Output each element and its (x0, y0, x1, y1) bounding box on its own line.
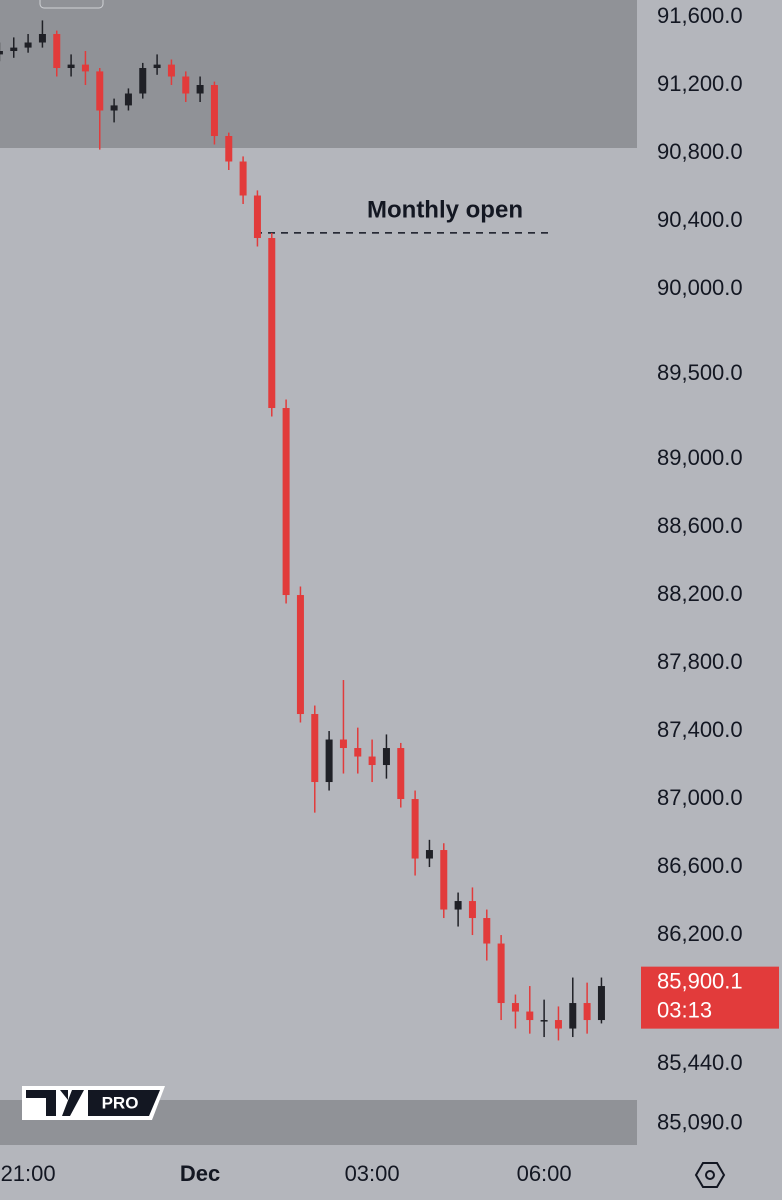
logo-pro-bg (88, 1090, 160, 1116)
candle-body (110, 105, 118, 111)
y-tick-label: 89,000.0 (657, 445, 743, 470)
top-button[interactable] (39, 0, 104, 9)
candle-body (268, 238, 276, 409)
y-tick-label: 89,500.0 (657, 360, 743, 385)
x-tick-label: Dec (180, 1161, 220, 1186)
candle-body (53, 34, 61, 69)
candle-body (96, 71, 104, 111)
candle-body (368, 756, 376, 766)
candle-body (38, 34, 46, 43)
y-tick-label: 87,800.0 (657, 649, 743, 674)
x-tick-label: 06:00 (517, 1161, 572, 1186)
candle-body (296, 595, 304, 715)
x-tick-label: 21:00 (1, 1161, 56, 1186)
candle-body (526, 1011, 534, 1021)
y-tick-label: 91,200.0 (657, 71, 743, 96)
y-tick-label: 86,200.0 (657, 921, 743, 946)
candle-body (139, 68, 147, 94)
candle-body (540, 1020, 548, 1022)
candle-body (167, 64, 175, 77)
y-tick-label: 90,400.0 (657, 207, 743, 232)
y-tick-label: 85,440.0 (657, 1050, 743, 1075)
candle-body (597, 986, 605, 1021)
candle-body (483, 918, 491, 944)
candle-body (325, 739, 333, 783)
y-tick-label: 87,400.0 (657, 717, 743, 742)
candle-body (554, 1020, 562, 1029)
logo: PRO (22, 1086, 165, 1120)
candle-body (468, 901, 476, 919)
candle-body (225, 136, 233, 162)
candle-body (81, 64, 89, 72)
logo-text: PRO (102, 1093, 139, 1112)
y-tick-label: 90,000.0 (657, 275, 743, 300)
candle-body (67, 64, 75, 69)
logo-mark (26, 1090, 84, 1116)
candle-body (282, 408, 290, 596)
candle-body (196, 85, 204, 94)
annotation-label: Monthly open (367, 196, 523, 223)
candle-body (569, 1003, 577, 1029)
price-tag (641, 966, 779, 1029)
candle-body (425, 850, 433, 859)
settings-dot (705, 1170, 715, 1180)
price-tag-label: 85,900.1 (657, 968, 743, 993)
candle-body (454, 901, 462, 910)
candle-body (239, 161, 247, 196)
candle-body (440, 850, 448, 910)
candle-body (311, 714, 319, 783)
candle-body (339, 739, 347, 749)
candle-body (253, 195, 261, 239)
candle-body (0, 51, 3, 55)
top-zone (0, 0, 637, 148)
settings-icon[interactable] (694, 1162, 726, 1188)
candle-body (124, 93, 132, 106)
candle-body (153, 64, 161, 69)
y-tick-label: 87,000.0 (657, 785, 743, 810)
candle-body (397, 748, 405, 800)
candle-body (511, 1003, 519, 1012)
candle-body (497, 943, 505, 1004)
candle-body (10, 47, 18, 52)
countdown: 03:13 (657, 997, 712, 1022)
y-tick-label: 86,600.0 (657, 853, 743, 878)
candle-body (354, 748, 362, 757)
candle-body (182, 76, 190, 94)
y-tick-label: 85,090.0 (657, 1110, 743, 1135)
candle-body (411, 799, 419, 859)
x-tick-label: 03:00 (345, 1161, 400, 1186)
candle-body (210, 85, 218, 137)
candle-body (583, 1003, 591, 1021)
settings-hex (694, 1162, 726, 1188)
y-tick-label: 88,200.0 (657, 581, 743, 606)
y-tick-label: 88,600.0 (657, 513, 743, 538)
y-tick-label: 91,600.0 (657, 3, 743, 28)
candle-body (382, 748, 390, 766)
candle-body (24, 42, 32, 48)
y-tick-label: 90,800.0 (657, 139, 743, 164)
